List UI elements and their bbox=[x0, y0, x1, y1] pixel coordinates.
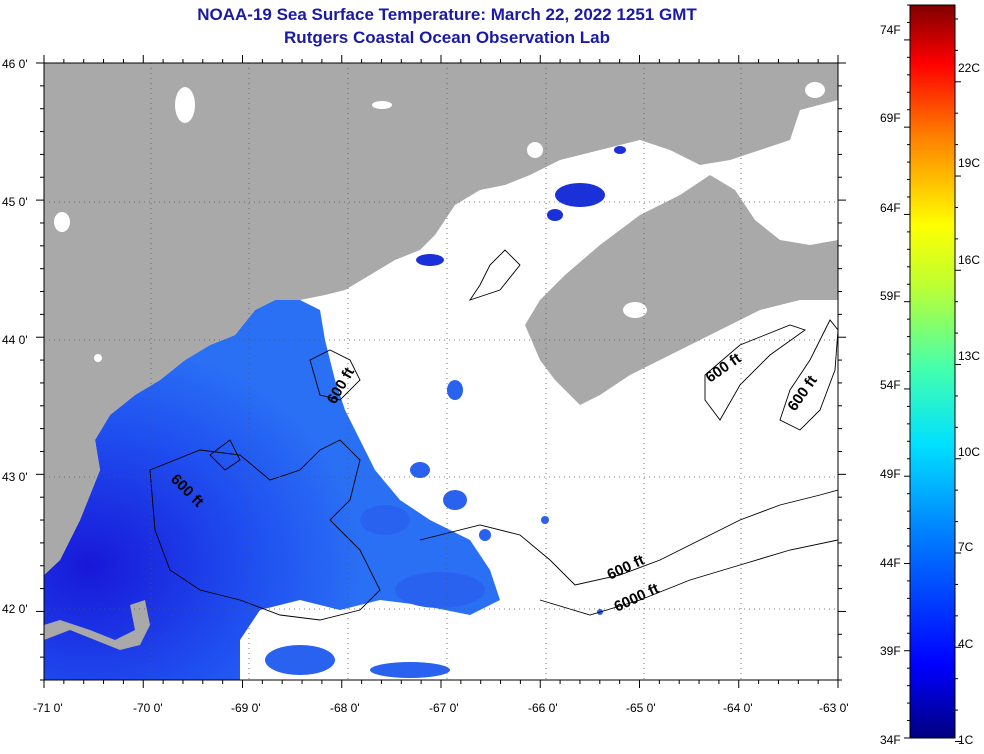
lon-label-71: -71 0' bbox=[33, 701, 63, 715]
cb-c-13: 13C bbox=[958, 349, 980, 363]
cb-c-1: 1C bbox=[958, 733, 974, 747]
lat-label-42: 42 0' bbox=[2, 602, 28, 616]
lat-label-43: 43 0' bbox=[2, 470, 28, 484]
cb-f-34: 34F bbox=[880, 733, 901, 747]
lat-label-44: 44 0' bbox=[2, 333, 28, 347]
cb-c-10: 10C bbox=[958, 445, 980, 459]
cb-f-74: 74F bbox=[880, 23, 901, 37]
lon-label-65: -65 0' bbox=[626, 701, 656, 715]
cb-c-16: 16C bbox=[958, 253, 980, 267]
axis-ticks bbox=[36, 55, 846, 688]
contour-600ft-east bbox=[779, 319, 838, 431]
cb-f-44: 44F bbox=[880, 556, 901, 570]
colorbar-ticks bbox=[904, 4, 961, 742]
cb-f-69: 69F bbox=[880, 111, 901, 125]
contour-600ft-gulf bbox=[149, 439, 381, 621]
map-title: NOAA-19 Sea Surface Temperature: March 2… bbox=[197, 5, 697, 24]
cb-f-59: 59F bbox=[880, 289, 901, 303]
cb-f-54: 54F bbox=[880, 378, 901, 392]
lon-label-66: -66 0' bbox=[528, 701, 558, 715]
contour-600ft-inner bbox=[209, 439, 241, 471]
sst-patches-bay-of-fundy bbox=[416, 146, 626, 266]
land-cape-cod bbox=[44, 600, 150, 650]
cb-c-19: 19C bbox=[958, 156, 980, 170]
cb-c-4: 4C bbox=[958, 637, 974, 651]
lon-label-68: -68 0' bbox=[330, 701, 360, 715]
lon-label-64: -64 0' bbox=[723, 701, 753, 715]
cb-c-22: 22C bbox=[958, 61, 980, 75]
colorbar bbox=[909, 4, 956, 739]
contour-fundy bbox=[468, 249, 521, 301]
map-subtitle: Rutgers Coastal Ocean Observation Lab bbox=[284, 28, 610, 47]
contour-600ft-north bbox=[309, 349, 361, 401]
map-body: 600 ft 600 ft 600 ft 600 ft 600 ft 6000 … bbox=[44, 63, 838, 680]
land-nova-scotia bbox=[525, 175, 838, 405]
cb-f-49: 49F bbox=[880, 467, 901, 481]
contour-600ft-georges bbox=[419, 489, 838, 586]
lon-label-67: -67 0' bbox=[429, 701, 459, 715]
contour-6000ft bbox=[539, 539, 838, 616]
sst-water-region bbox=[44, 300, 500, 680]
lat-label-46: 46 0' bbox=[2, 57, 28, 71]
lon-label-69: -69 0' bbox=[231, 701, 261, 715]
lon-label-63: -63 0' bbox=[819, 701, 849, 715]
cb-f-39: 39F bbox=[880, 644, 901, 658]
lat-label-45: 45 0' bbox=[2, 195, 28, 209]
land-mainland bbox=[44, 63, 838, 575]
land bbox=[44, 63, 838, 650]
contour-600ft-scotian bbox=[704, 324, 806, 421]
cb-f-64: 64F bbox=[880, 201, 901, 215]
depth-contours bbox=[149, 249, 838, 621]
cb-c-7: 7C bbox=[958, 540, 974, 554]
lon-label-70: -70 0' bbox=[133, 701, 163, 715]
land-clouds bbox=[54, 82, 825, 362]
